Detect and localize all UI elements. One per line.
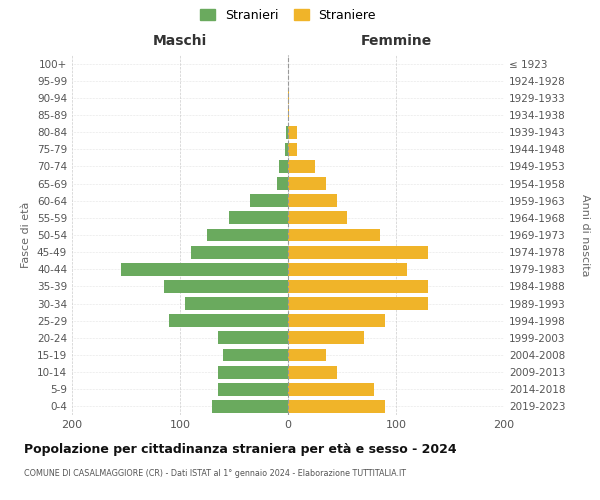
Bar (191, 246, 288, 258)
Bar (288, 246, 428, 258)
Bar (288, 280, 428, 293)
Bar (218, 366, 288, 378)
Bar (207, 228, 288, 241)
Bar (288, 348, 326, 362)
Bar (286, 126, 288, 138)
Bar (169, 314, 288, 327)
Bar (288, 108, 289, 122)
Bar (288, 126, 296, 138)
Bar (288, 383, 374, 396)
Bar (121, 263, 288, 276)
Bar (288, 400, 385, 413)
Bar (288, 297, 428, 310)
Bar (218, 383, 288, 396)
Bar (164, 280, 288, 293)
Bar (288, 263, 407, 276)
Bar (280, 160, 288, 173)
Text: Popolazione per cittadinanza straniera per età e sesso - 2024: Popolazione per cittadinanza straniera p… (24, 442, 457, 456)
Bar (277, 177, 288, 190)
Legend: Stranieri, Straniere: Stranieri, Straniere (200, 8, 376, 22)
Bar (250, 194, 288, 207)
Bar (288, 194, 337, 207)
Text: Femmine: Femmine (361, 34, 431, 48)
Bar (229, 212, 288, 224)
Bar (288, 366, 337, 378)
Bar (288, 143, 296, 156)
Y-axis label: Anni di nascita: Anni di nascita (580, 194, 590, 276)
Bar (288, 314, 385, 327)
Bar (285, 143, 288, 156)
Bar (212, 400, 288, 413)
Bar (218, 332, 288, 344)
Bar (288, 177, 326, 190)
Bar (288, 212, 347, 224)
Bar (288, 160, 315, 173)
Bar (185, 297, 288, 310)
Bar (288, 332, 364, 344)
Text: Maschi: Maschi (153, 34, 207, 48)
Bar (223, 348, 288, 362)
Bar (288, 228, 380, 241)
Bar (288, 92, 289, 104)
Text: COMUNE DI CASALMAGGIORE (CR) - Dati ISTAT al 1° gennaio 2024 - Elaborazione TUTT: COMUNE DI CASALMAGGIORE (CR) - Dati ISTA… (24, 469, 406, 478)
Y-axis label: Fasce di età: Fasce di età (22, 202, 31, 268)
